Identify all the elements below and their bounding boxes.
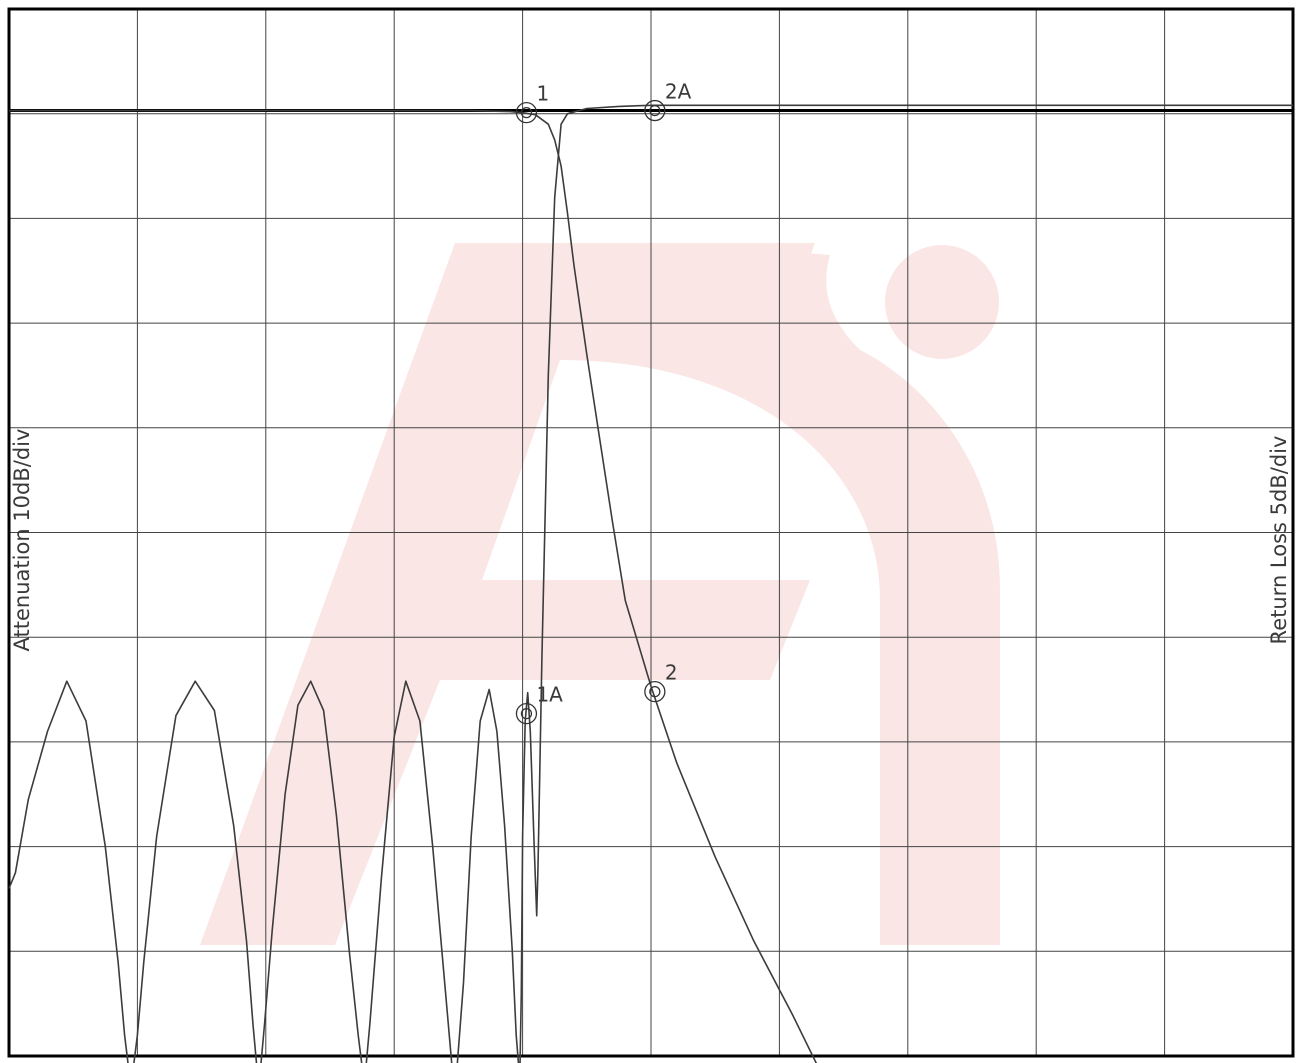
y-right-label: Return Loss 5dB/div xyxy=(1267,436,1291,645)
marker-1a: 1A xyxy=(515,683,563,725)
marker-circle xyxy=(515,702,538,725)
marker-circle xyxy=(649,685,661,698)
marker-circle xyxy=(649,104,661,117)
marker-label: 1 xyxy=(536,82,549,106)
marker-circle xyxy=(520,107,533,119)
marker-2: 2 xyxy=(644,661,678,703)
y-left-label: Attenuation 10dB/div xyxy=(10,429,34,652)
series-line-2 xyxy=(8,104,1293,1063)
marker-circle xyxy=(644,99,666,122)
marker-label: 2 xyxy=(665,661,678,685)
watermark-logo xyxy=(200,243,1000,945)
marker-1: 1 xyxy=(515,82,549,124)
marker-label: 2A xyxy=(665,80,692,104)
marker-circle xyxy=(644,680,666,703)
marker-circle xyxy=(520,707,533,720)
grid xyxy=(9,9,1293,1056)
marker-label: 1A xyxy=(536,683,563,707)
marker-layer: 1 2A 2 1A xyxy=(515,80,692,725)
marker-circle xyxy=(515,102,538,124)
marker-2a: 2A xyxy=(644,80,692,122)
series-layer xyxy=(8,104,1293,1063)
plot-frame xyxy=(7,7,1295,1058)
series-line-1 xyxy=(9,109,818,1063)
